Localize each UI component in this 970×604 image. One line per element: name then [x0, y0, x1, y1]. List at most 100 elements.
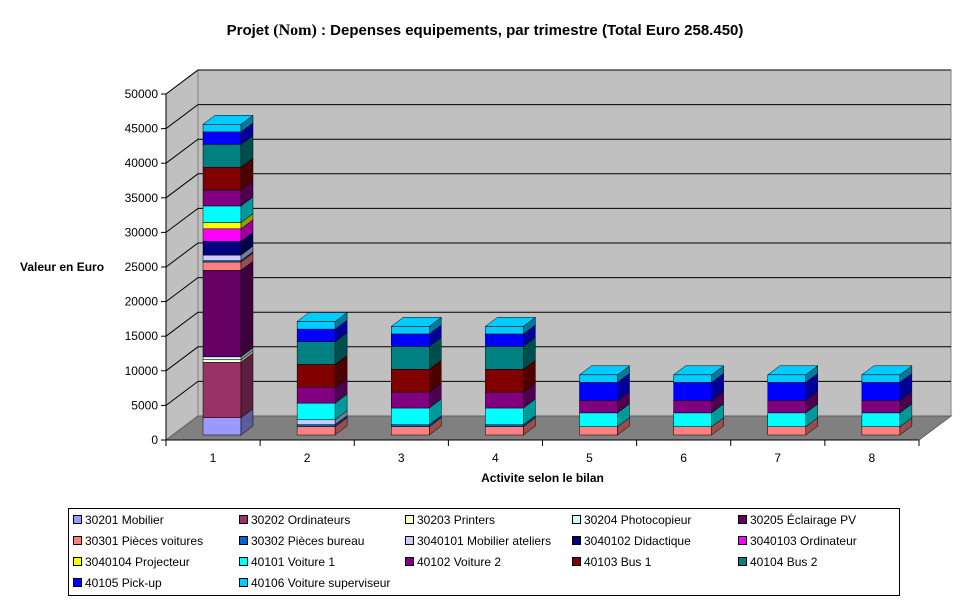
gridline [165, 69, 951, 95]
bar-segment [673, 400, 712, 414]
bar-top [296, 312, 348, 322]
bar-segment [202, 240, 242, 256]
bar-segment [861, 382, 901, 401]
bar-segment [485, 346, 524, 370]
bar-segment [296, 419, 336, 425]
bar-segment [202, 356, 242, 360]
x-axis-label: Activite selon le bilan [481, 471, 604, 485]
gridline [165, 346, 951, 372]
legend-swatch [405, 536, 414, 545]
bar-segment [579, 374, 618, 383]
x-tick-label: 3 [398, 451, 405, 465]
bar-segment [579, 426, 618, 436]
bar-segment [767, 374, 806, 383]
bar-segment [202, 124, 242, 133]
bar-segment [673, 382, 712, 401]
legend-label: 3040102 Didactique [584, 534, 691, 548]
bar-segment [485, 424, 524, 427]
legend-label: 40104 Bus 2 [750, 555, 818, 569]
legend-item: 40101 Voiture 1 [239, 555, 335, 569]
legend-swatch [738, 557, 747, 566]
x-tick-label: 5 [586, 451, 593, 465]
legend-label: 3040101 Mobilier ateliers [417, 534, 552, 548]
bar-top [202, 115, 254, 125]
legend-label: 30202 Ordinateurs [251, 513, 351, 527]
bar-segment [296, 426, 336, 436]
x-tick-label: 4 [492, 451, 499, 465]
legend: 30201 Mobilier 30202 Ordinateurs 30203 Pri… [68, 508, 900, 596]
legend-item: 30204 Photocopieur [572, 513, 691, 527]
bar-segment [579, 412, 618, 427]
legend-item: 30203 Printers [405, 513, 495, 527]
bar-segment [296, 328, 336, 342]
legend-item: 40102 Voiture 2 [405, 555, 501, 569]
gridline [165, 104, 951, 130]
bar-segment [861, 400, 901, 414]
bar-segment [767, 382, 806, 401]
legend-swatch [738, 515, 747, 524]
gridline [165, 242, 951, 268]
legend-item: 30202 Ordinateurs [239, 513, 350, 527]
legend-item: 3040103 Ordinateur [738, 534, 857, 548]
legend-swatch [572, 536, 581, 545]
legend-item: 3040101 Mobilier ateliers [405, 534, 551, 548]
bar-segment-side [240, 352, 254, 419]
y-tick-label: 0 [151, 433, 158, 447]
y-tick-label: 40000 [125, 156, 159, 170]
legend-label: 40106 Voiture superviseur [251, 576, 391, 590]
bar-segment [391, 407, 430, 425]
bar-segment [202, 254, 242, 261]
legend-item: 40106 Voiture superviseur [239, 576, 390, 590]
bar-segment [391, 326, 430, 335]
legend-swatch [73, 536, 82, 545]
y-tick-label: 25000 [125, 260, 159, 274]
gridline [165, 173, 951, 199]
bar-segment [202, 205, 242, 223]
gridline [165, 277, 951, 303]
legend-label: 40103 Bus 1 [584, 555, 652, 569]
bar-segment [579, 382, 618, 401]
legend-swatch [239, 557, 248, 566]
legend-swatch [405, 557, 414, 566]
bar-segment [296, 364, 336, 388]
bar-segment [391, 426, 430, 436]
y-tick-label: 5000 [131, 398, 158, 412]
y-tick-label: 10000 [125, 364, 159, 378]
x-tick-label: 1 [210, 451, 217, 465]
legend-swatch [239, 536, 248, 545]
bar-segment [296, 341, 336, 365]
legend-item: 30301 Pièces voitures [73, 534, 203, 548]
bar-segment [391, 369, 430, 393]
bar-segment [296, 321, 336, 330]
bar-segment [485, 326, 524, 335]
legend-item: 40103 Bus 1 [572, 555, 651, 569]
bar-segment [202, 144, 242, 168]
bar-segment [485, 369, 524, 393]
bar-segment [296, 387, 336, 404]
bar-segment-side [240, 260, 254, 358]
bar-segment [296, 402, 336, 421]
bar-segment [202, 362, 242, 418]
x-tick-label: 2 [304, 451, 311, 465]
bar-segment [673, 412, 712, 427]
bar-segment [485, 333, 524, 347]
y-tick-label: 45000 [125, 122, 159, 136]
legend-swatch [738, 536, 747, 545]
floor [164, 415, 953, 441]
legend-label: 30201 Mobilier [85, 513, 164, 527]
bar-top [578, 365, 631, 376]
y-tick-label: 30000 [125, 225, 159, 239]
bar-segment [767, 426, 806, 436]
y-tick-label: 20000 [125, 295, 159, 309]
y-tick-label: 35000 [125, 191, 159, 205]
legend-item: 30201 Mobilier [73, 513, 164, 527]
bar-segment [579, 400, 618, 414]
bar-top [767, 365, 819, 376]
bar-segment [861, 412, 901, 427]
x-tick-label: 7 [774, 451, 781, 465]
bar-top [672, 365, 725, 376]
bar-segment [861, 426, 901, 436]
bar-segment [202, 359, 242, 363]
legend-swatch [239, 515, 248, 524]
